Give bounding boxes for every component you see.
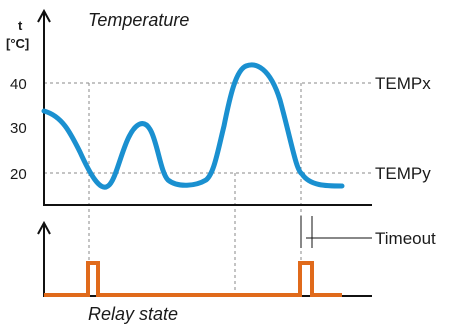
y-tick-label-30: 30: [10, 120, 27, 137]
temperature-y-axis-arrow: [37, 8, 51, 23]
timeout-label: Timeout: [375, 229, 436, 248]
y-tick-label-40: 40: [10, 76, 27, 93]
relay-plot: Timeout Relay state: [37, 216, 436, 324]
temperature-plot: Temperature t [°C] 40 30 20 TEMPx TEMPy: [6, 8, 431, 296]
tempy-label: TEMPy: [375, 164, 431, 183]
relay-title: Relay state: [88, 304, 178, 324]
temperature-curve: [41, 62, 345, 190]
temperature-title: Temperature: [88, 10, 189, 30]
y-axis-unit: [°C]: [6, 36, 29, 51]
y-axis-symbol: t: [18, 18, 23, 33]
relay-y-axis-arrow: [37, 220, 51, 235]
y-tick-label-20: 20: [10, 166, 27, 183]
tempx-label: TEMPx: [375, 74, 431, 93]
relay-signal-line: [44, 261, 342, 297]
